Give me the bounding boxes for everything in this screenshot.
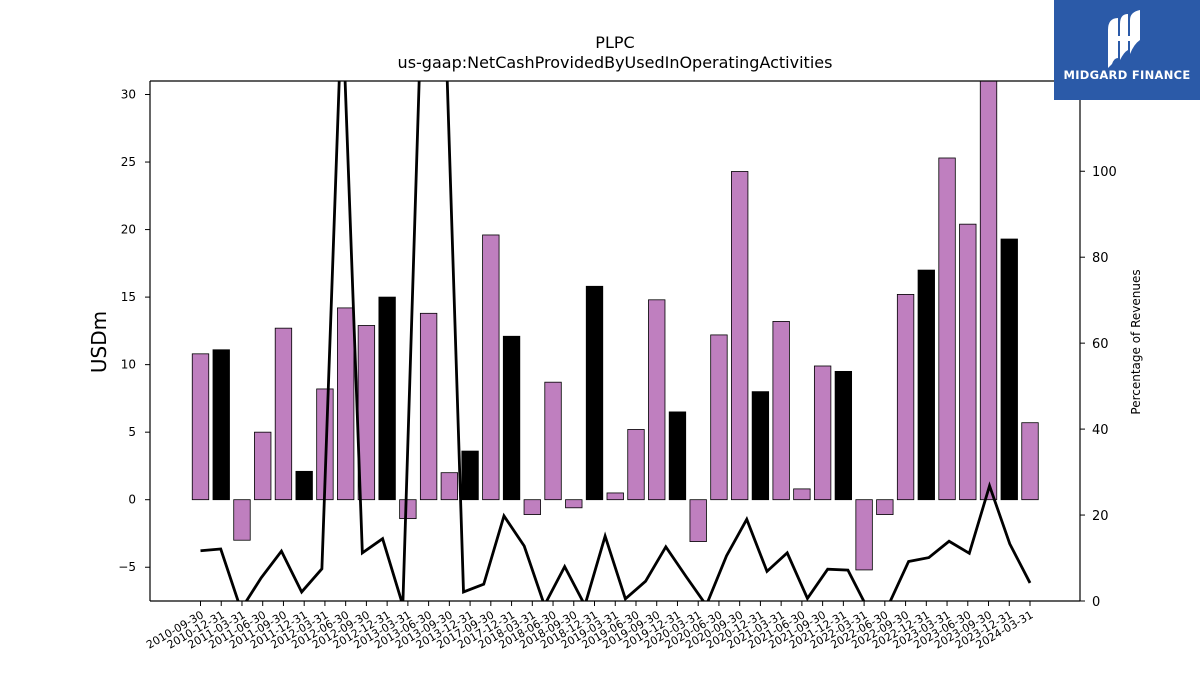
y-tick-label: 15 [121,290,136,304]
bar [212,349,230,501]
y2-axis-ticks: 0 20 40 60 80 100 [1080,165,1117,610]
bar [648,299,666,501]
bar [751,391,770,501]
y2-tick-label: 20 [1092,509,1109,524]
bar [689,499,707,542]
bar [544,381,562,501]
bar [855,499,873,571]
bar [482,234,500,501]
bar [606,492,624,501]
midgard-logo-icon [1108,10,1140,68]
y2-tick-label: 0 [1092,595,1100,610]
y2-tick-label: 60 [1092,337,1109,352]
bar [295,470,313,501]
y2-tick-label: 40 [1092,423,1109,438]
bar [938,157,956,501]
bar [793,488,811,501]
bar [668,411,687,501]
bar [440,472,459,501]
y-tick-label: 10 [121,358,136,372]
logo-text: MIDGARD FINANCE [1063,68,1191,82]
bar [502,335,521,501]
bar [191,353,210,501]
chart-title: PLPC [595,33,634,52]
bar [731,171,749,501]
y-tick-label: 5 [128,425,136,439]
bar [254,431,272,501]
y-tick-label: 0 [128,493,136,507]
bar [585,285,604,501]
y-tick-label: 30 [121,88,136,102]
bar [523,499,541,515]
bar [979,80,998,501]
x-axis-ticks: 2010-09-302010-12-312011-03-312011-06-30… [144,601,1036,652]
bar [461,450,479,501]
bar [274,327,293,501]
bar [959,223,977,501]
y2-axis-label: Percentage of Revenues [1129,269,1143,414]
bar [772,321,790,501]
midgard-finance-logo: MIDGARD FINANCE [1054,0,1200,100]
bar [399,499,417,520]
bar [813,365,832,501]
bar [1000,238,1018,501]
bar [419,312,438,501]
y2-tick-label: 80 [1092,251,1109,266]
bar-series [191,80,1039,571]
y-tick-label: −5 [118,560,136,574]
bar [1021,422,1039,501]
bar [627,429,645,501]
percentage-line [200,81,1032,601]
bar [233,499,251,541]
bar [565,499,583,509]
bar [876,499,894,515]
bar [337,307,355,501]
y-axis-label: USDm [87,311,111,373]
bar [896,293,915,501]
y2-tick-label: 100 [1092,165,1117,180]
y-tick-label: 25 [121,155,136,169]
y-tick-label: 20 [121,223,136,237]
bar [378,296,396,501]
y-axis-ticks: −5 0 5 10 15 20 25 30 [118,88,150,574]
chart-subtitle: us-gaap:NetCashProvidedByUsedInOperating… [398,53,833,72]
bar [917,269,935,501]
bar [710,334,728,501]
bar [834,370,853,501]
